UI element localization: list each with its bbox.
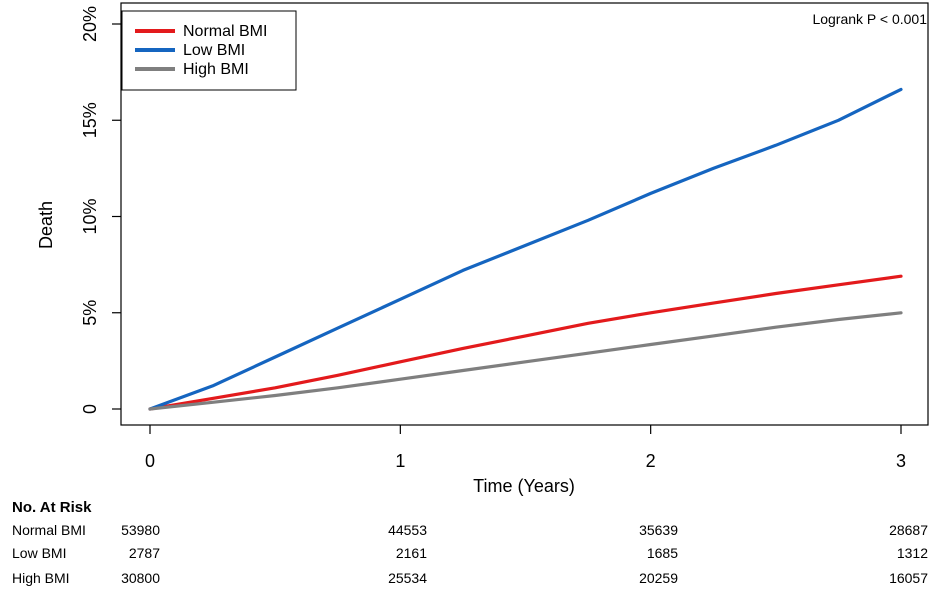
y-tick-label: 5% bbox=[80, 300, 100, 326]
y-tick-label: 10% bbox=[80, 198, 100, 234]
at-risk-label: Low BMI bbox=[12, 545, 67, 561]
legend-label-normal-bmi: Normal BMI bbox=[183, 23, 267, 40]
y-axis-label: Death bbox=[36, 201, 56, 249]
logrank-annotation: Logrank P < 0.001 bbox=[812, 11, 927, 27]
series-line-low-bmi bbox=[148, 87, 903, 411]
at-risk-row-low-bmi: Low BMI 2787 2161 1685 1312 bbox=[0, 545, 938, 565]
at-risk-value: 16057 bbox=[889, 570, 928, 586]
series-line-high-bmi bbox=[148, 311, 903, 411]
at-risk-label: High BMI bbox=[12, 570, 70, 586]
at-risk-value: 2787 bbox=[128, 545, 160, 561]
at-risk-value: 44553 bbox=[388, 522, 427, 538]
legend-label-low-bmi: Low BMI bbox=[183, 42, 245, 59]
x-tick-label: 2 bbox=[646, 451, 656, 471]
x-tick-label: 1 bbox=[395, 451, 405, 471]
x-tick-label: 0 bbox=[145, 451, 155, 471]
at-risk-value: 1312 bbox=[896, 545, 928, 561]
at-risk-value: 2161 bbox=[395, 545, 427, 561]
at-risk-row-normal-bmi: Normal BMI 53980 44553 35639 28687 bbox=[0, 522, 938, 542]
plot-frame bbox=[120, 2, 929, 426]
at-risk-value: 1685 bbox=[646, 545, 678, 561]
y-tick-label: 0 bbox=[80, 404, 100, 414]
at-risk-value: 30800 bbox=[121, 570, 160, 586]
at-risk-label: Normal BMI bbox=[12, 522, 86, 538]
at-risk-value: 20259 bbox=[639, 570, 678, 586]
y-tick-label: 15% bbox=[80, 102, 100, 138]
at-risk-value: 53980 bbox=[121, 522, 160, 538]
at-risk-title: No. At Risk bbox=[12, 499, 92, 516]
x-axis-label: Time (Years) bbox=[473, 476, 575, 496]
at-risk-value: 35639 bbox=[639, 522, 678, 538]
series-line-normal-bmi bbox=[148, 274, 903, 411]
legend: Normal BMI Low BMI High BMI bbox=[121, 10, 297, 91]
y-tick-label: 20% bbox=[80, 6, 100, 42]
at-risk-row-high-bmi: High BMI 30800 25534 20259 16057 bbox=[0, 570, 938, 590]
x-tick-label: 3 bbox=[896, 451, 906, 471]
at-risk-value: 25534 bbox=[388, 570, 427, 586]
legend-label-high-bmi: High BMI bbox=[183, 61, 249, 78]
at-risk-value: 28687 bbox=[889, 522, 928, 538]
